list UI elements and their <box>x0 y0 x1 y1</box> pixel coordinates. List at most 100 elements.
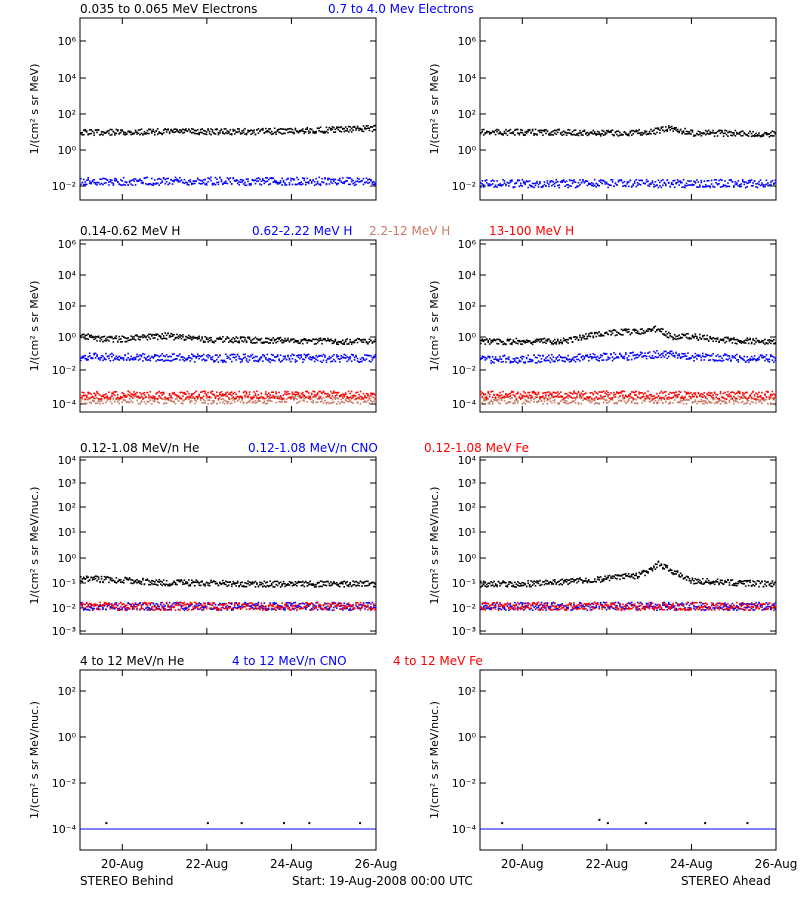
data-point <box>747 361 750 364</box>
data-point <box>167 398 169 400</box>
data-point <box>749 130 751 133</box>
data-point <box>230 353 233 356</box>
data-point <box>90 393 92 396</box>
data-point <box>728 401 731 403</box>
data-point <box>663 181 666 184</box>
data-point <box>565 184 568 186</box>
data-point <box>90 181 92 184</box>
data-point <box>248 182 251 185</box>
data-point <box>546 182 549 184</box>
data-point <box>482 340 485 343</box>
data-point <box>230 183 233 185</box>
data-point <box>245 396 248 398</box>
data-point <box>641 179 643 182</box>
data-point <box>297 340 300 342</box>
data-point <box>290 354 292 357</box>
data-point <box>315 396 317 398</box>
data-point <box>635 185 637 188</box>
data-point <box>730 398 732 400</box>
data-point <box>284 184 286 186</box>
data-point <box>494 358 497 360</box>
data-point <box>528 340 531 342</box>
data-point <box>593 402 596 405</box>
data-point <box>727 355 729 357</box>
data-point <box>241 340 243 342</box>
data-point <box>740 183 743 185</box>
data-point <box>577 134 580 137</box>
data-point <box>744 133 747 136</box>
data-point <box>103 394 106 396</box>
data-point <box>191 353 193 356</box>
data-point <box>81 333 84 336</box>
data-point <box>491 339 494 342</box>
data-point <box>265 181 267 183</box>
data-point <box>367 394 369 397</box>
series-1-points <box>480 125 777 138</box>
data-point <box>362 130 365 133</box>
data-point <box>685 392 688 394</box>
data-point <box>155 354 158 357</box>
data-point <box>288 396 291 399</box>
data-point <box>139 403 141 405</box>
data-point <box>96 129 98 131</box>
data-point <box>676 356 679 359</box>
data-point <box>574 356 577 358</box>
data-point <box>250 341 252 344</box>
data-point <box>341 397 344 399</box>
data-point <box>260 392 263 395</box>
data-point <box>272 342 274 344</box>
data-point <box>325 126 328 129</box>
data-point <box>684 186 686 189</box>
data-point <box>725 401 728 404</box>
data-point <box>327 128 329 131</box>
data-point <box>613 351 615 354</box>
data-point <box>531 185 534 188</box>
data-point <box>307 357 310 360</box>
data-point <box>758 400 760 403</box>
data-point <box>87 355 89 358</box>
data-point <box>349 177 351 179</box>
data-point <box>656 127 658 130</box>
data-point <box>576 395 578 398</box>
data-point <box>136 334 138 336</box>
data-point <box>349 356 351 358</box>
data-point <box>559 180 562 183</box>
data-point <box>164 355 166 358</box>
data-point <box>721 131 723 133</box>
data-point <box>524 131 526 133</box>
data-point <box>480 403 482 405</box>
data-point <box>296 360 298 362</box>
data-point <box>691 129 694 132</box>
data-point <box>223 359 226 362</box>
data-point <box>684 396 686 399</box>
data-point <box>213 341 215 344</box>
series-2-points <box>480 178 777 189</box>
data-point <box>747 399 750 402</box>
data-point <box>233 353 236 356</box>
data-point <box>487 356 489 358</box>
data-point <box>490 341 492 344</box>
data-point <box>522 355 525 358</box>
data-point <box>334 178 337 181</box>
data-point <box>179 129 181 131</box>
data-point <box>527 354 529 357</box>
data-point <box>158 396 161 399</box>
data-point <box>768 339 771 341</box>
data-point <box>222 401 224 403</box>
data-point <box>517 362 519 364</box>
data-point <box>530 342 532 345</box>
data-point <box>263 401 266 404</box>
data-point <box>109 398 112 401</box>
data-point <box>296 393 298 396</box>
data-point <box>226 402 229 405</box>
data-point <box>121 129 124 131</box>
data-point <box>297 342 300 344</box>
data-point <box>542 395 544 397</box>
data-point <box>337 340 340 343</box>
data-point <box>482 393 485 395</box>
data-point <box>562 180 565 182</box>
data-point <box>115 357 118 360</box>
data-point <box>182 181 184 184</box>
data-point <box>716 353 719 356</box>
data-point <box>724 353 726 355</box>
